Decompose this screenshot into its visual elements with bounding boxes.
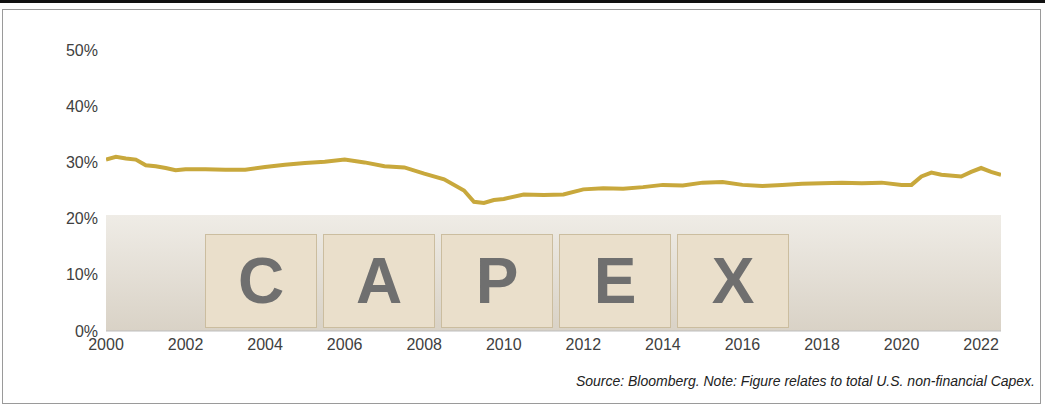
- svg-text:2002: 2002: [168, 336, 204, 353]
- svg-text:2006: 2006: [327, 336, 363, 353]
- html-text:C: C: [237, 245, 285, 317]
- svg-text:2016: 2016: [725, 336, 761, 353]
- svg-text:50%: 50%: [66, 42, 98, 59]
- html-text:A: A: [355, 245, 403, 317]
- svg-text:2012: 2012: [566, 336, 602, 353]
- svg-text:2020: 2020: [884, 336, 920, 353]
- html-text:X: X: [711, 245, 755, 317]
- svg-text:0%: 0%: [75, 323, 98, 340]
- svg-text:20%: 20%: [66, 210, 98, 227]
- svg-text:2014: 2014: [645, 336, 681, 353]
- svg-text:2008: 2008: [406, 336, 442, 353]
- svg-text:2010: 2010: [486, 336, 522, 353]
- svg-text:2004: 2004: [247, 336, 283, 353]
- html-text:Source: Bloomberg. Note: Figur: Source: Bloomberg. Note: Figure relates …: [575, 373, 1035, 389]
- svg-text:30%: 30%: [66, 154, 98, 171]
- svg-text:2000: 2000: [88, 336, 124, 354]
- svg-text:40%: 40%: [66, 98, 98, 115]
- svg-text:2018: 2018: [804, 336, 840, 353]
- svg-text:2022: 2022: [963, 336, 999, 353]
- svg-text:10%: 10%: [66, 266, 98, 283]
- html-text:P: P: [475, 245, 519, 317]
- html-text:E: E: [593, 245, 637, 317]
